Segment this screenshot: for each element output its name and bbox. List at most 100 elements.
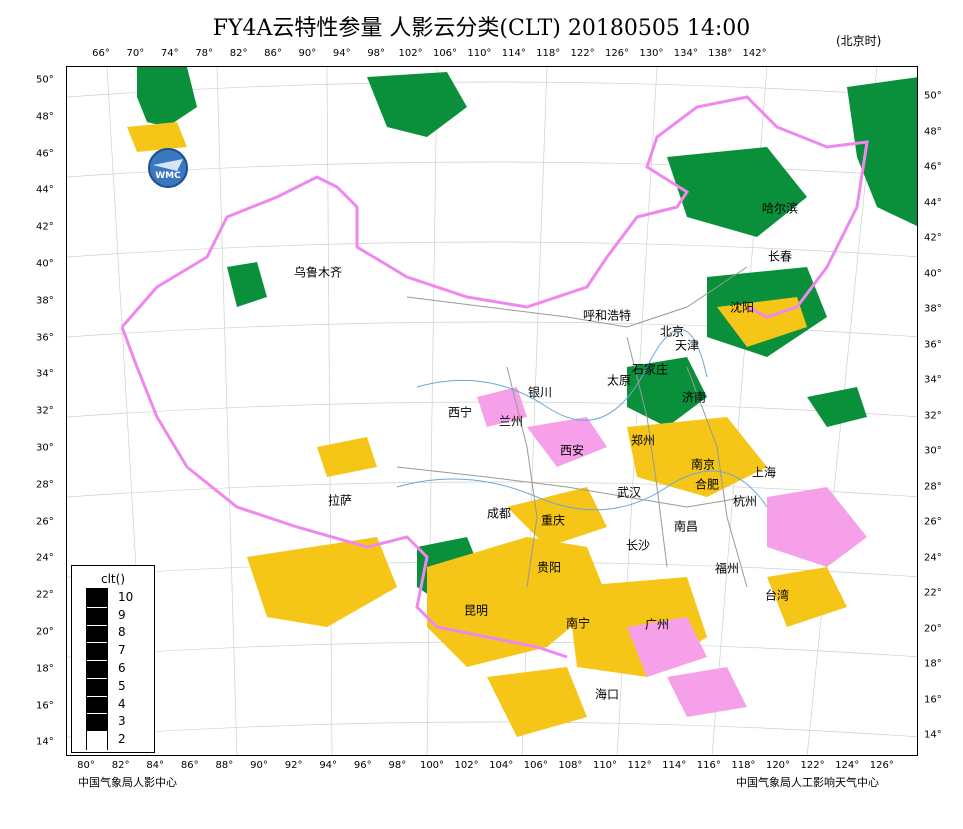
longitude-tick: 94° [332,48,351,59]
longitude-tick: 110° [592,760,618,771]
map-title: FY4A云特性参量 人影云分类(CLT) 20180505 14:00 [212,16,751,41]
longitude-tick: 122° [570,48,595,59]
city-label: 重庆 [540,513,566,528]
city-label: 海口 [594,687,620,702]
longitude-tick: 120° [765,760,791,771]
city-label: 台湾 [764,588,790,603]
longitude-tick: 114° [501,48,526,59]
legend-label: 7 [118,643,126,658]
latitude-tick: 32° [36,405,54,417]
latitude-tick: 24° [36,552,54,564]
wmc-logo-icon: WMC [148,148,188,188]
city-label: 北京 [659,324,685,339]
longitude-tick: 142° [742,48,767,59]
national-border [120,95,869,659]
longitude-tick: 118° [536,48,561,59]
city-label: 上海 [751,465,777,480]
city-label: 合肥 [694,477,720,492]
cloud-class-pink [477,387,867,717]
legend-swatch [87,677,107,697]
latitude-tick: 38° [36,295,54,307]
latitude-tick: 16° [924,694,942,705]
longitude-tick: 86° [264,48,282,59]
longitude-tick: 66° [92,48,110,59]
longitude-tick: 124° [835,760,860,771]
latitude-tick: 32° [924,410,942,421]
city-label: 石家庄 [631,362,669,377]
legend-label: 4 [118,696,126,711]
longitude-tick: 74° [160,48,179,59]
city-label: 贵阳 [536,560,562,575]
latitude-tick: 44° [924,197,942,208]
latitude-tick: 24° [924,552,942,563]
longitude-tick: 84° [146,760,165,771]
city-label: 杭州 [732,494,758,509]
timezone-label: (北京时) [836,34,882,48]
latitude-tick: 14° [36,736,54,748]
legend-swatch [87,713,107,733]
longitude-tick: 106° [523,760,548,771]
legend: clt() 10 9 8 7 6 5 4 3 2 [71,565,155,753]
right-latitude-axis: 50° 48° 46° 44° 42° 40° 38° 36° 34° 32° 30° 28° 26° 2… [918,0,963,829]
longitude-tick: 82° [229,48,248,59]
longitude-tick: 92° [284,760,303,771]
latitude-tick: 36° [924,339,942,350]
legend-label: 9 [118,607,126,622]
cloud-classification-map: WMC 哈尔滨 长春 乌鲁木齐 沈阳 呼和浩特 北京 天津 太原 石家庄 银川 济南 西宁 兰州 西安 郑州… [66,66,918,756]
wmc-logo-text: WMC [155,171,181,181]
city-label: 银川 [527,385,553,400]
legend-swatch [87,589,107,607]
legend-label: 8 [118,625,126,640]
longitude-tick: 98° [388,760,407,771]
city-label: 广州 [644,617,670,632]
longitude-tick: 78° [195,48,214,59]
longitude-tick: 138° [708,48,733,59]
longitude-tick: 98° [367,48,386,59]
longitude-tick: 96° [353,760,372,771]
latitude-tick: 14° [924,729,942,741]
longitude-tick: 126° [869,760,894,771]
latitude-tick: 28° [924,481,942,492]
legend-label: 3 [118,714,126,729]
legend-swatch [87,731,107,750]
left-latitude-axis: 50° 48° 46° 44° 42° 40° 38° 36° 34° 32° 30° 28° 26° 2… [0,0,66,829]
city-label: 南宁 [565,616,591,631]
latitude-tick: 46° [36,148,54,160]
latitude-tick: 20° [924,623,942,634]
longitude-tick: 94° [319,760,338,771]
city-label: 呼和浩特 [582,308,632,323]
city-label: 乌鲁木齐 [293,265,343,280]
latitude-tick: 38° [924,303,942,315]
city-label: 南昌 [673,519,699,534]
legend-swatch [87,624,107,644]
longitude-tick: 100° [419,760,445,771]
latitude-tick: 46° [924,161,942,173]
city-label: 天津 [674,338,700,353]
latitude-tick: 16° [36,700,54,712]
latitude-tick: 42° [924,232,942,244]
credit-left: 中国气象局人影中心 [78,776,177,789]
longitude-tick: 134° [673,48,698,59]
longitude-tick: 90° [298,48,317,59]
city-label: 济南 [681,390,707,405]
bottom-longitude-axis: 80° 82° 84° 86° 88° 90° 92° 94° 96° 98° 100° 102° 10… [0,760,963,774]
legend-title: clt() [101,572,125,586]
longitude-tick: 88° [215,760,234,771]
longitude-tick: 118° [731,760,756,771]
latitude-tick: 30° [36,442,54,454]
latitude-tick: 30° [924,445,942,457]
longitude-tick: 86° [180,760,199,771]
latitude-tick: 40° [36,258,54,270]
latitude-tick: 34° [924,374,942,386]
legend-swatch [87,606,107,626]
city-label: 武汉 [616,485,642,500]
longitude-tick: 70° [126,48,145,59]
legend-swatch [87,642,107,662]
longitude-tick: 102° [454,760,479,771]
cloud-class-green [137,67,917,607]
latitude-tick: 22° [36,589,54,601]
legend-swatch [87,695,107,715]
city-label: 太原 [606,373,632,388]
top-longitude-axis: 66° 70° 74° 78° 82° 86° 90° 94° 98° 102° 106° 110° 1… [0,48,963,62]
longitude-tick: 122° [800,760,825,771]
